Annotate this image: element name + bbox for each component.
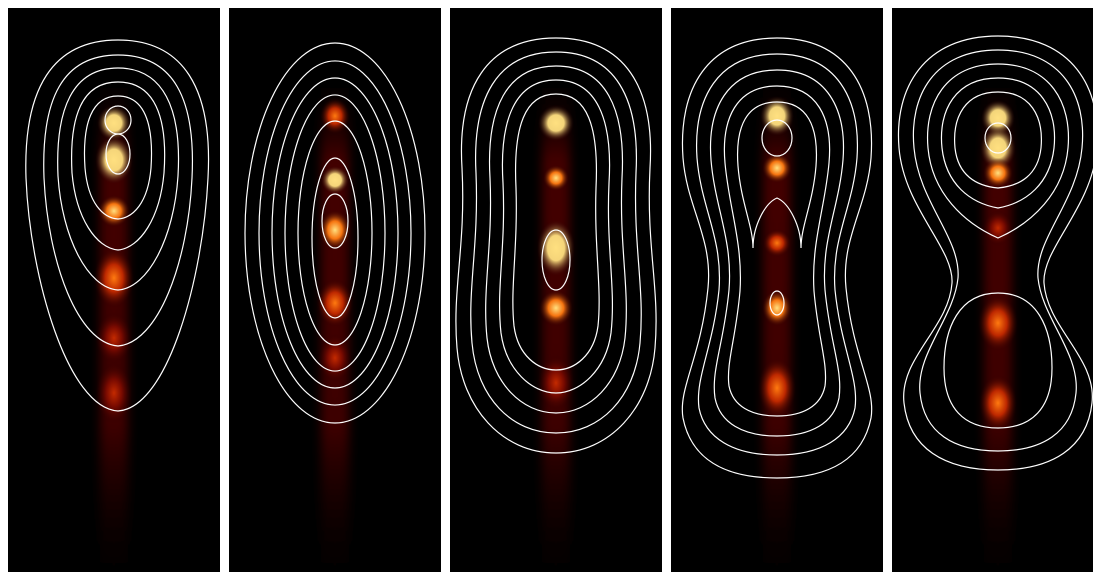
heatmap-panel bbox=[892, 8, 1093, 572]
heat-hotspot bbox=[979, 375, 1017, 431]
contour-line bbox=[485, 65, 627, 414]
heat-hotspot bbox=[319, 210, 351, 250]
heat-hotspot bbox=[320, 98, 350, 134]
contour-line bbox=[284, 94, 386, 372]
contour-line bbox=[105, 133, 131, 175]
glow-column bbox=[542, 88, 570, 572]
glow-column bbox=[321, 88, 349, 572]
contour-line bbox=[271, 77, 399, 389]
contour-line bbox=[57, 67, 180, 291]
contour-line bbox=[498, 79, 614, 394]
contour-line bbox=[297, 120, 373, 346]
contour-line bbox=[311, 157, 359, 319]
heat-hotspot bbox=[980, 126, 1016, 170]
heatmap-panel bbox=[229, 8, 441, 572]
heat-hotspot bbox=[539, 290, 573, 326]
contour-line bbox=[912, 49, 1084, 452]
heat-hotspot bbox=[762, 153, 792, 183]
heatmap-image bbox=[229, 8, 441, 572]
heat-hotspot bbox=[537, 220, 575, 276]
heat-hotspot bbox=[762, 290, 792, 326]
heat-hotspot bbox=[538, 105, 574, 141]
contour-line bbox=[455, 37, 657, 454]
contour-line bbox=[695, 53, 859, 456]
contour-line bbox=[541, 229, 571, 291]
heat-hotspot bbox=[983, 158, 1013, 188]
heatmap-panel bbox=[671, 8, 883, 572]
heat-hotspot bbox=[543, 165, 569, 191]
contour-line bbox=[940, 77, 1056, 209]
contour-line bbox=[723, 85, 831, 417]
heat-hotspot bbox=[94, 248, 134, 308]
contour-line bbox=[943, 292, 1053, 429]
contour-line bbox=[681, 37, 873, 479]
heat-hotspot bbox=[96, 312, 132, 364]
contour-line bbox=[769, 290, 785, 316]
contour-line bbox=[954, 91, 1042, 189]
contour-line bbox=[70, 81, 166, 251]
heat-hotspot bbox=[317, 279, 353, 327]
contour-line bbox=[321, 193, 349, 249]
heat-hotspot bbox=[760, 96, 794, 136]
contour-line bbox=[926, 63, 1070, 239]
contour-line bbox=[512, 93, 600, 371]
heat-hotspot bbox=[321, 166, 349, 194]
heatmap-image bbox=[450, 8, 662, 572]
heatmap-image bbox=[892, 8, 1093, 572]
contour-line bbox=[43, 54, 194, 347]
heat-hotspot bbox=[95, 136, 133, 184]
contour-line bbox=[736, 101, 818, 249]
contour-line bbox=[104, 105, 132, 135]
heat-hotspot bbox=[97, 105, 131, 141]
heat-hotspot bbox=[98, 195, 130, 227]
heat-hotspot bbox=[318, 334, 352, 382]
heatmap-image bbox=[671, 8, 883, 572]
heat-hotspot bbox=[538, 355, 574, 411]
contour-line bbox=[470, 51, 642, 434]
heat-hotspot bbox=[96, 362, 132, 424]
heatmap-panel bbox=[8, 8, 220, 572]
contour-line bbox=[83, 95, 153, 220]
heat-hotspot bbox=[978, 295, 1018, 351]
heat-hotspot bbox=[758, 358, 796, 418]
heat-hotspot bbox=[763, 229, 791, 257]
contour-line bbox=[244, 42, 426, 424]
contour-line bbox=[897, 35, 1093, 471]
contour-line bbox=[258, 60, 412, 406]
contour-line bbox=[25, 39, 210, 412]
contour-line bbox=[709, 69, 845, 437]
heatmap-panel bbox=[450, 8, 662, 572]
heatmap-image bbox=[8, 8, 220, 572]
heat-hotspot bbox=[983, 210, 1013, 246]
contour-line bbox=[984, 122, 1012, 154]
contour-line bbox=[761, 119, 793, 157]
